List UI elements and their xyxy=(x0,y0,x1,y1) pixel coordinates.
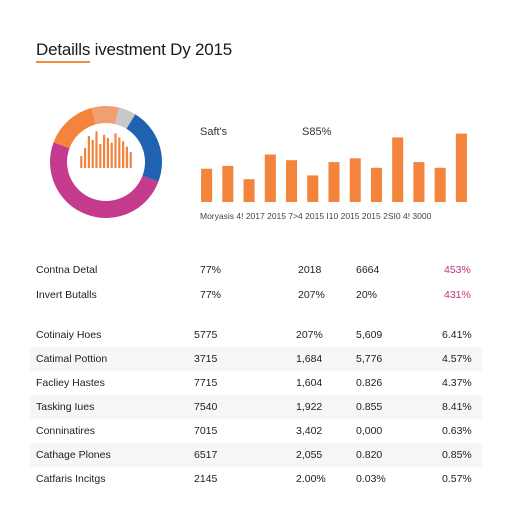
row-col3: 5,776 xyxy=(356,353,383,365)
donut-inner-bar xyxy=(110,142,113,168)
bar-0 xyxy=(201,168,213,202)
row-col3: 0,000 xyxy=(356,425,383,437)
bar-2 xyxy=(243,179,255,202)
bar-7 xyxy=(349,158,361,202)
row-col4: 4.57% xyxy=(442,353,472,365)
row-col4: 0.57% xyxy=(442,473,472,485)
bar-9 xyxy=(392,137,404,202)
bar-annotation-left: Saft's xyxy=(200,126,228,138)
bar-4 xyxy=(286,160,298,202)
row-col1: 3715 xyxy=(194,353,218,365)
row-col4: 0.63% xyxy=(442,425,472,437)
summary-name: Contna Detal xyxy=(36,264,98,276)
donut-inner-bar xyxy=(125,146,128,168)
bar-chart xyxy=(201,133,467,202)
donut-inner-bar xyxy=(91,140,94,168)
row-col2: 2.00% xyxy=(296,473,326,485)
table-row: Conninatires 7015 3,402 0,000 0.63% xyxy=(30,419,482,443)
table-row: Catimal Pottion 3715 1,684 5,776 4.57% xyxy=(30,347,482,371)
donut-slice-1 xyxy=(50,142,159,218)
row-col3: 0.826 xyxy=(356,377,383,389)
summary-row: Contna Detal 77% 2018 6664 453% xyxy=(30,258,482,282)
donut-inner-bar xyxy=(103,134,106,168)
summary-col2: 207% xyxy=(298,289,325,301)
row-col4: 0.85% xyxy=(442,449,472,461)
row-col2: 1,922 xyxy=(296,401,323,413)
summary-name: Invert Butalls xyxy=(36,289,97,301)
bar-3 xyxy=(264,154,276,202)
row-col4: 6.41% xyxy=(442,329,472,341)
bar-8 xyxy=(370,167,382,202)
donut-inner-bar xyxy=(95,131,98,168)
row-col1: 7015 xyxy=(194,425,218,437)
donut-inner-bar xyxy=(106,138,109,168)
donut-inner-bar xyxy=(84,148,87,168)
table-row: Facliey Hastes 7715 1,604 0.826 4.37% xyxy=(30,371,482,395)
row-col1: 7715 xyxy=(194,377,218,389)
donut-slice-0 xyxy=(126,114,162,182)
row-name: Catimal Pottion xyxy=(36,353,108,365)
donut-inner-bar xyxy=(114,133,117,168)
row-name: Tasking Iues xyxy=(36,401,95,413)
row-name: Catfaris Incitgs xyxy=(36,473,106,485)
row-col1: 6517 xyxy=(194,449,218,461)
summary-col4: 453% xyxy=(444,264,471,276)
row-col2: 1,684 xyxy=(296,353,323,365)
summary-col1: 77% xyxy=(200,289,222,301)
row-col2: 3,402 xyxy=(296,425,323,437)
row-name: Conninatires xyxy=(36,425,95,437)
donut-inner-bar xyxy=(80,156,83,168)
donut-inner-bar xyxy=(99,144,102,168)
summary-col3: 20% xyxy=(356,289,378,301)
bar-1 xyxy=(222,165,234,202)
summary-col4: 431% xyxy=(444,289,471,301)
row-col3: 0.855 xyxy=(356,401,383,413)
bar-11 xyxy=(434,167,446,202)
bar-12 xyxy=(455,133,467,202)
row-col2: 2,055 xyxy=(296,449,323,461)
donut-inner-bar xyxy=(87,136,90,168)
row-col1: 7540 xyxy=(194,401,218,413)
row-col3: 0.03% xyxy=(356,473,386,485)
donut-chart xyxy=(50,106,162,218)
bar-10 xyxy=(413,162,425,202)
summary-row: Invert Butalls 77% 207% 20% 431% xyxy=(30,283,482,307)
bar-5 xyxy=(307,175,319,202)
title-underline xyxy=(36,61,90,63)
table-row: Cotinaiy Hoes 5775 207% 5,609 6.41% xyxy=(30,323,482,347)
donut-inner-bar xyxy=(122,141,125,168)
table-row: Tasking Iues 7540 1,922 0.855 8.41% xyxy=(30,395,482,419)
donut-slice-3 xyxy=(91,106,120,125)
bar-6 xyxy=(328,162,340,202)
summary-col3: 6664 xyxy=(356,264,380,276)
table-row: Catfaris Incitgs 2145 2.00% 0.03% 0.57% xyxy=(30,467,482,491)
row-name: Cotinaiy Hoes xyxy=(36,329,102,341)
donut-inner-bar xyxy=(129,152,132,168)
row-col1: 5775 xyxy=(194,329,218,341)
page-title: Detaills ivestment Dy 2015 xyxy=(36,40,233,59)
row-col1: 2145 xyxy=(194,473,218,485)
row-name: Cathage Plones xyxy=(36,449,111,461)
row-col3: 0.820 xyxy=(356,449,383,461)
donut-slice-4 xyxy=(115,107,136,129)
summary-col1: 77% xyxy=(200,264,222,276)
row-col2: 1,604 xyxy=(296,377,323,389)
row-name: Facliey Hastes xyxy=(36,377,105,389)
donut-inner-bar xyxy=(118,137,121,168)
row-col4: 4.37% xyxy=(442,377,472,389)
table-row: Cathage Plones 6517 2,055 0.820 0.85% xyxy=(30,443,482,467)
summary-col2: 2018 xyxy=(298,264,322,276)
donut-slice-2 xyxy=(53,107,96,149)
row-col2: 207% xyxy=(296,329,323,341)
bar-annotation-right: S85% xyxy=(302,126,332,138)
row-col3: 5,609 xyxy=(356,329,383,341)
bar-x-axis-labels: Moryasis 4! 2017 2015 7>4 2015 I10 2015 … xyxy=(200,211,432,221)
row-col4: 8.41% xyxy=(442,401,472,413)
